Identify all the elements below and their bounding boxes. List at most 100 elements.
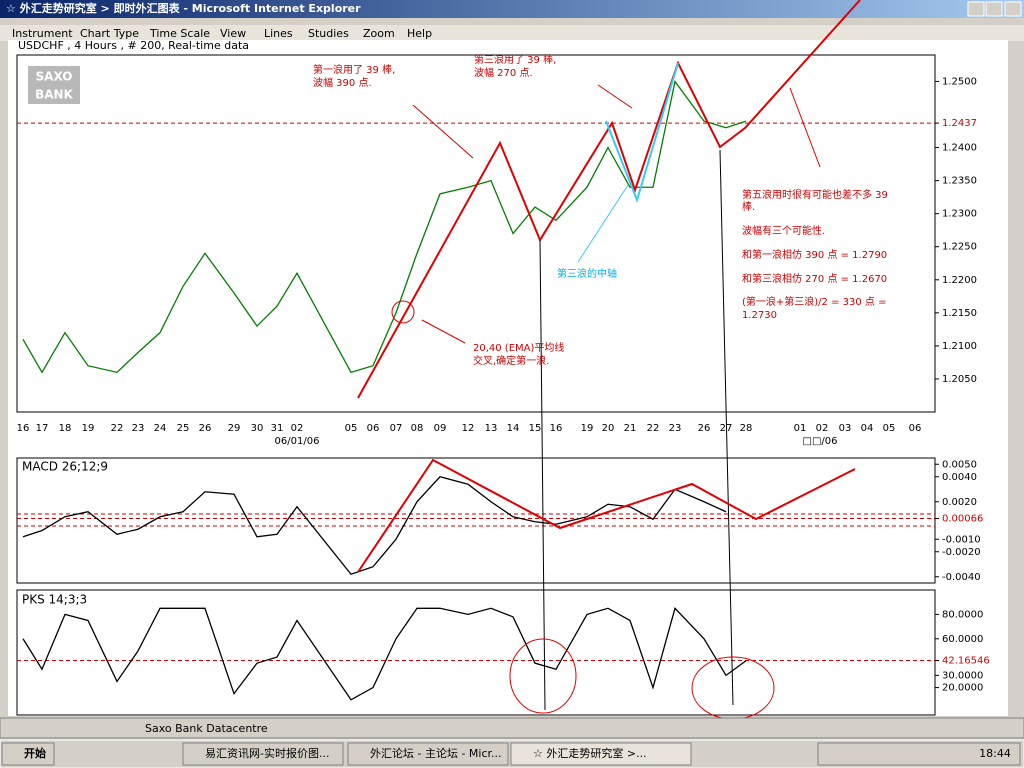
close-button[interactable]: [1004, 1, 1022, 17]
clock: 18:44: [979, 747, 1011, 760]
wave-drawings: [357, 0, 861, 720]
x-tick-label: 16: [17, 423, 30, 434]
menu-item[interactable]: Time Scale: [149, 27, 210, 40]
panel-title: PKS 14;3;3: [22, 593, 87, 607]
x-tick-label: 25: [177, 423, 190, 434]
chart-header: USDCHF , 4 Hours , # 200, Real-time data: [18, 39, 249, 52]
cross-circle: [391, 300, 415, 324]
task-button[interactable]: [182, 742, 344, 766]
x-tick-label: 30: [251, 423, 264, 434]
annotation: 棒.: [742, 200, 755, 213]
x-tick-label: 14: [507, 423, 520, 434]
x-tick-label: 22: [647, 423, 660, 434]
x-tick-label: 07: [390, 423, 403, 434]
x-tick-label: 26: [698, 423, 711, 434]
pks-circle: [509, 638, 577, 714]
annotations: 第一浪用了 39 棒, 波幅 390 点. 第三浪用了 39 棒, 波幅 270…: [313, 53, 888, 367]
menu-item[interactable]: Help: [407, 27, 432, 40]
annotation: 1.2730: [742, 310, 777, 321]
x-tick-label: 27: [720, 423, 733, 434]
x-sublabel: 06/01/06: [275, 436, 320, 447]
annotation: 波幅有三个可能性.: [742, 224, 825, 237]
menu: Instrument Chart Type Time Scale View Lines S…: [12, 27, 432, 40]
annotation: 第一浪用了 39 棒,: [313, 63, 395, 76]
menu-item[interactable]: Instrument: [12, 27, 73, 40]
title-bar: [0, 0, 1024, 18]
x-tick-label: 16: [550, 423, 563, 434]
x-sublabel: □□/06: [803, 436, 838, 447]
x-tick-label: 12: [462, 423, 475, 434]
menu-item[interactable]: Studies: [308, 27, 349, 40]
macd-panel: [16, 457, 936, 584]
menu-item[interactable]: View: [220, 27, 246, 40]
y-tick-label: 80.0000: [942, 609, 983, 620]
plots: 1.2500 1.2437 1.2400 1.2350 1.2300 1.2250 1.22…: [17, 76, 990, 701]
window-title: ☆ 外汇走势研究室 > 即时外汇图表 - Microsoft Internet …: [6, 1, 361, 15]
price-panel: [16, 54, 936, 413]
annotation: 第三浪的中轴: [557, 267, 617, 280]
x-tick-label: 02: [816, 423, 829, 434]
y-tick-label: 60.0000: [942, 634, 983, 645]
logo-box: [28, 66, 80, 104]
x-tick-label: 26: [199, 423, 212, 434]
y-tick-label: -0.0020: [942, 547, 981, 558]
menu-bar: [0, 25, 1024, 41]
tasks: 易汇资讯网-实时报价图... 外汇论坛 - 主论坛 - Micr... ☆ 外汇走势…: [60, 742, 692, 766]
y-tick-label: 1.2500: [942, 76, 977, 87]
annotation: 波幅 270 点.: [474, 66, 533, 79]
x-tick-label: 06: [367, 423, 380, 434]
x-tick-label: 29: [228, 423, 241, 434]
y-tick-label: 1.2150: [942, 308, 977, 319]
pks-panel: [16, 589, 936, 716]
y-tick-label: 1.2100: [942, 341, 977, 352]
y-tick-label: 42.16546: [942, 656, 990, 667]
annotation: 第三浪用了 39 棒,: [474, 53, 556, 66]
y-tick-label: 1.2350: [942, 176, 977, 187]
annotation: 交叉,确定第一浪.: [473, 354, 549, 367]
y-tick-label: 0.0040: [942, 472, 977, 483]
x-tick-label: 08: [411, 423, 424, 434]
task-button[interactable]: [510, 742, 692, 766]
status-text: Saxo Bank Datacentre: [145, 722, 268, 735]
menu-item[interactable]: Lines: [264, 27, 293, 40]
annotation: 和第一浪相仿 390 点 = 1.2790: [742, 248, 887, 261]
y-tick-label: 20.0000: [942, 683, 983, 694]
start-label: 开始: [24, 746, 46, 760]
window-buttons: [967, 1, 1022, 17]
x-tick-label: 21: [624, 423, 637, 434]
wave-line: [357, 0, 861, 399]
x-tick-label: 31: [271, 423, 284, 434]
menu-item[interactable]: Chart Type: [80, 27, 139, 40]
x-tick-label: 04: [861, 423, 874, 434]
start-button[interactable]: [1, 742, 55, 766]
x-tick-label: 23: [132, 423, 145, 434]
y-tick-label: 0.00066: [942, 514, 983, 525]
arrow: [577, 184, 629, 263]
annotation: 第五浪用时很有可能也差不多 39: [742, 188, 888, 201]
task-button[interactable]: [347, 742, 509, 766]
x-tick-label: 09: [434, 423, 447, 434]
x-tick-label: 02: [291, 423, 304, 434]
menu-item[interactable]: Zoom: [363, 27, 395, 40]
wave-line-cyan: [605, 62, 679, 204]
quick-launch: [60, 744, 180, 764]
task-label: ☆ 外汇走势研究室 >...: [533, 746, 647, 760]
annotation: 和第三浪相仿 270 点 = 1.2670: [742, 272, 887, 285]
x-tick-label: 15: [529, 423, 542, 434]
x-tick-label: 22: [111, 423, 124, 434]
x-tick-label: 19: [581, 423, 594, 434]
y-tick-label: 1.2250: [942, 242, 977, 253]
task-label: 外汇论坛 - 主论坛 - Micr...: [370, 746, 502, 760]
logo-text: BANK: [35, 88, 73, 102]
annotation: 20,40 (EMA)平均线: [473, 341, 564, 354]
min-button[interactable]: [967, 1, 985, 17]
x-tick-label: 18: [59, 423, 72, 434]
panel-title: MACD 26;12;9: [22, 460, 108, 474]
max-button[interactable]: [985, 1, 1003, 17]
y-tick-label: 30.0000: [942, 670, 983, 681]
annotation: (第一浪+第三浪)/2 = 330 点 =: [742, 295, 886, 308]
y-tick-label: 1.2400: [942, 143, 977, 154]
x-tick-label: 20: [602, 423, 615, 434]
